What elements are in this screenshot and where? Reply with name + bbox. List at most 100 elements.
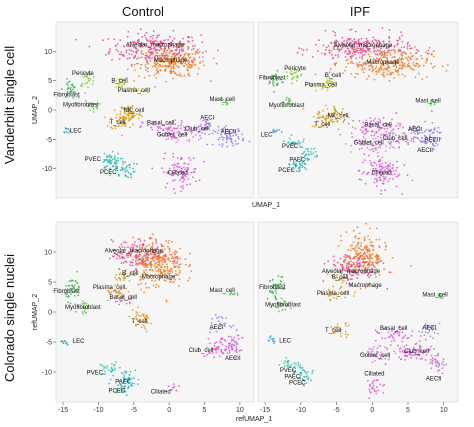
point — [65, 342, 67, 345]
point — [233, 344, 236, 347]
point — [139, 112, 141, 114]
point — [75, 38, 78, 41]
point — [384, 56, 386, 58]
point — [427, 331, 430, 334]
point — [428, 130, 431, 133]
point — [139, 28, 142, 31]
point — [166, 130, 169, 132]
point — [416, 136, 418, 139]
point — [145, 314, 148, 317]
point — [109, 48, 111, 50]
point — [384, 241, 387, 244]
point — [401, 340, 404, 343]
point — [154, 49, 157, 51]
point — [128, 280, 131, 282]
point — [119, 257, 121, 260]
point — [130, 377, 133, 380]
point — [345, 330, 347, 333]
point — [334, 109, 337, 112]
point — [432, 131, 435, 134]
point — [181, 172, 183, 175]
point — [365, 119, 368, 122]
point — [221, 317, 224, 320]
point — [209, 80, 212, 82]
point — [291, 72, 293, 75]
point — [225, 125, 228, 127]
point — [381, 337, 383, 340]
point — [232, 129, 235, 132]
point — [178, 285, 180, 288]
point — [232, 324, 235, 327]
point — [207, 337, 210, 340]
point — [173, 163, 176, 166]
point — [182, 187, 184, 190]
point — [356, 226, 359, 229]
point — [154, 267, 157, 269]
point — [268, 280, 271, 282]
point — [166, 49, 168, 52]
point — [332, 46, 335, 49]
point — [183, 43, 186, 46]
point — [188, 74, 191, 77]
point — [131, 243, 134, 246]
point — [178, 134, 181, 136]
point — [234, 140, 237, 142]
point — [399, 50, 401, 53]
point — [122, 385, 124, 388]
point — [367, 235, 369, 238]
point — [347, 53, 350, 55]
point — [354, 247, 357, 249]
point — [175, 165, 178, 168]
point — [178, 263, 180, 266]
point — [378, 165, 381, 168]
point — [200, 128, 203, 130]
point — [160, 134, 163, 136]
point — [335, 41, 338, 44]
point — [353, 257, 356, 260]
point — [345, 66, 348, 68]
point — [168, 248, 171, 251]
point — [357, 73, 359, 75]
point — [400, 53, 403, 56]
point — [123, 45, 126, 48]
point — [123, 375, 126, 377]
point — [145, 264, 148, 267]
point — [164, 54, 167, 57]
point — [305, 168, 308, 171]
point — [358, 61, 361, 64]
cluster-label: Macrophage — [142, 274, 176, 280]
point — [367, 257, 369, 260]
point — [327, 260, 330, 262]
point — [352, 262, 355, 264]
point — [173, 167, 176, 169]
point — [371, 148, 373, 150]
point — [364, 253, 367, 256]
point — [394, 49, 396, 52]
point — [151, 269, 154, 271]
point — [339, 257, 342, 260]
point — [122, 123, 124, 126]
point — [234, 350, 237, 352]
point — [197, 138, 200, 141]
point — [230, 336, 233, 338]
point — [117, 125, 120, 128]
point — [340, 48, 343, 51]
point — [153, 74, 156, 76]
point — [324, 29, 327, 32]
point — [398, 57, 401, 59]
point — [441, 367, 444, 370]
point — [366, 130, 368, 133]
point — [137, 255, 139, 258]
point — [178, 44, 181, 47]
point — [147, 67, 149, 70]
point — [189, 130, 192, 133]
point — [130, 116, 133, 119]
point — [421, 357, 423, 360]
point — [179, 58, 182, 61]
point — [271, 279, 274, 281]
point — [415, 48, 418, 51]
point — [388, 29, 391, 31]
point — [160, 266, 163, 269]
point — [124, 260, 127, 263]
point — [314, 155, 316, 158]
